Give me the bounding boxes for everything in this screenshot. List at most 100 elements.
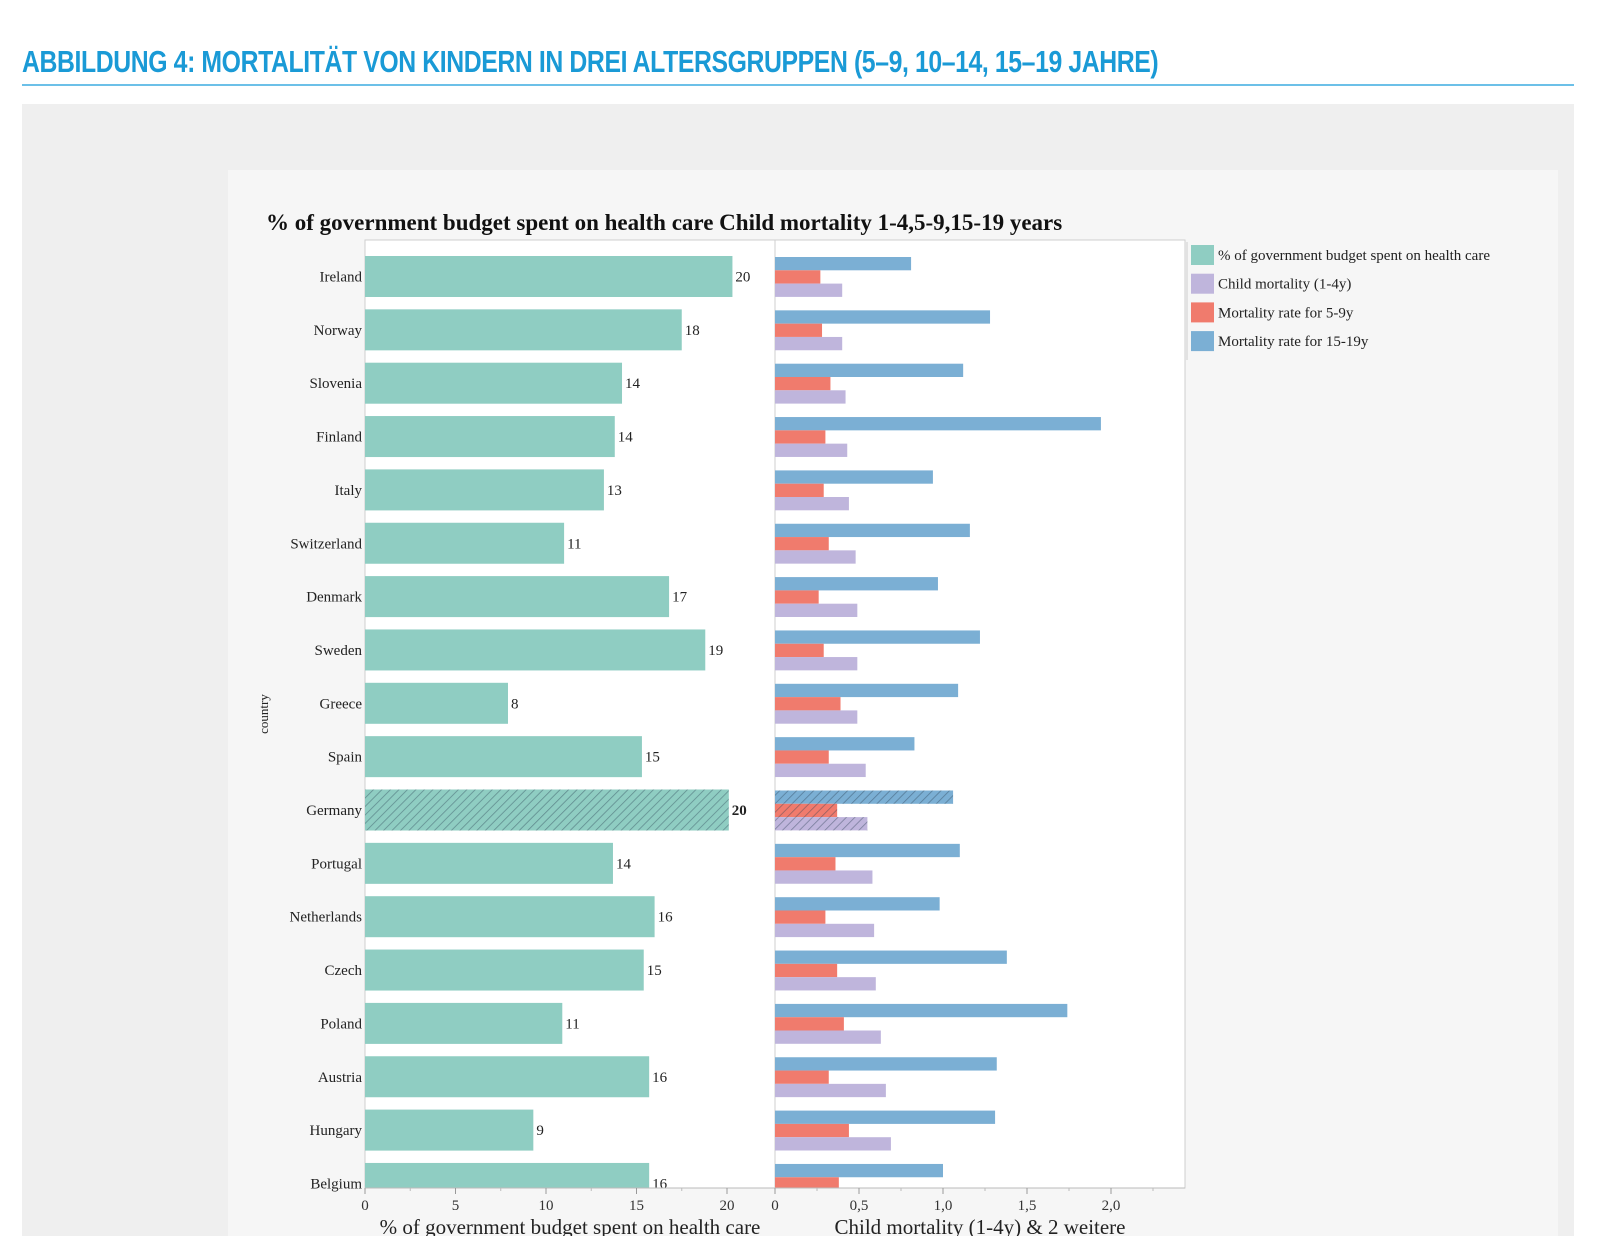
right-bars (775, 257, 1101, 1204)
budget-bar (365, 842, 613, 884)
category-label: Czech (325, 963, 363, 979)
mortality-bar-2 (775, 1137, 891, 1151)
chart-title: % of government budget spent on health c… (266, 210, 1062, 235)
budget-bar (365, 1056, 650, 1098)
mortality-bar-1 (775, 697, 841, 711)
category-label: Norway (314, 323, 363, 339)
x-tick-label: 0,5 (850, 1198, 869, 1214)
legend-label: % of government budget spent on health c… (1218, 248, 1490, 264)
category-label: Belgium (310, 1176, 362, 1192)
mortality-bar-1 (775, 430, 826, 444)
mortality-bar-1 (775, 1177, 839, 1188)
mortality-bar-2 (775, 763, 866, 778)
category-label: Netherlands (290, 910, 363, 926)
budget-data-label: 11 (567, 536, 581, 552)
mortality-bar-0 (775, 523, 970, 538)
mortality-bar-1 (775, 323, 823, 337)
category-label: Finland (316, 430, 362, 446)
mortality-bar-1 (775, 537, 829, 551)
mortality-bar-2 (775, 817, 868, 831)
left-bars: 20 18 14 14 13 11 17 19 8 15 20 14 16 15 11 16 9 16 (365, 256, 750, 1192)
x-tick-label: 0 (771, 1198, 779, 1214)
mortality-bar-0 (775, 683, 959, 698)
category-label: Greece (320, 696, 363, 712)
mortality-bar-1 (775, 857, 836, 871)
category-label: Slovenia (310, 376, 363, 392)
legend-swatch (1191, 273, 1214, 294)
mortality-bar-1 (775, 483, 824, 497)
budget-data-label: 14 (618, 430, 634, 446)
category-labels: Ireland Norway Slovenia Finland Italy Switzer… (290, 270, 363, 1193)
mortality-bar-0 (775, 577, 938, 591)
category-label: Spain (328, 750, 363, 766)
mortality-bar-2 (775, 443, 848, 457)
mortality-bar-0 (775, 1057, 997, 1071)
mortality-bar-0 (775, 310, 991, 324)
mortality-bar-2 (775, 1083, 886, 1098)
mortality-bar-2 (775, 497, 849, 511)
mortality-bar-2 (775, 550, 856, 564)
budget-data-label: 15 (647, 963, 662, 979)
mortality-bar-0 (775, 1163, 943, 1178)
budget-bar (365, 1002, 563, 1044)
mortality-bar-2 (775, 390, 846, 404)
x-tick-label: 2,0 (1102, 1198, 1121, 1214)
mortality-bar-0 (775, 737, 915, 751)
right-x-axis-title: Child mortality (1-4y) & 2 weitere (834, 1215, 1125, 1236)
category-label: Germany (306, 803, 362, 819)
budget-bar (365, 362, 623, 404)
x-tick-label: 0 (361, 1198, 369, 1214)
category-label: Switzerland (290, 536, 362, 552)
budget-bar (365, 736, 642, 778)
legend-label: Mortality rate for 5-9y (1218, 305, 1354, 321)
budget-data-label: 18 (685, 323, 700, 339)
left-x-axis-title: % of government budget spent on health c… (380, 1215, 761, 1236)
category-label: Italy (335, 483, 363, 499)
mortality-bar-2 (775, 923, 875, 938)
budget-data-label: 9 (536, 1123, 544, 1139)
budget-data-label: 16 (652, 1070, 668, 1086)
mortality-bar-1 (775, 643, 824, 658)
category-label: Sweden (315, 643, 363, 659)
mortality-bar-0 (775, 1003, 1068, 1018)
mortality-bar-2 (775, 1191, 893, 1204)
budget-data-label: 15 (645, 750, 660, 766)
mortality-bar-0 (775, 363, 964, 377)
budget-bar (365, 896, 655, 938)
mortality-bar-0 (775, 1110, 996, 1124)
mortality-bar-2 (775, 710, 858, 724)
mortality-bar-0 (775, 257, 912, 271)
budget-bar (365, 949, 644, 991)
legend: % of government budget spent on health c… (1191, 245, 1490, 352)
mortality-bar-0 (775, 843, 960, 858)
mortality-bar-0 (775, 470, 933, 484)
mortality-bar-0 (775, 897, 940, 911)
x-tick-label: 20 (720, 1198, 735, 1214)
budget-data-label: 20 (732, 803, 747, 819)
x-axes: 0 5 10 15 20 0 0,5 1,0 1,5 2,0 (361, 1187, 1185, 1214)
x-tick-label: 5 (452, 1198, 460, 1214)
budget-data-label: 13 (607, 483, 622, 499)
mortality-bar-1 (775, 270, 821, 284)
mortality-bar-1 (775, 803, 838, 818)
mortality-bar-2 (775, 657, 858, 671)
budget-bar (365, 416, 615, 458)
budget-bar (365, 256, 733, 297)
budget-data-label: 14 (616, 856, 632, 872)
mortality-bar-0 (775, 417, 1101, 431)
budget-data-label: 11 (565, 1016, 579, 1032)
category-label: Hungary (310, 1123, 363, 1139)
x-tick-label: 1,0 (934, 1198, 953, 1214)
budget-data-label: 20 (735, 270, 750, 286)
category-label: Ireland (320, 270, 363, 286)
budget-bar (365, 576, 670, 618)
legend-label: Mortality rate for 15-19y (1218, 334, 1369, 350)
mortality-bar-1 (775, 1123, 849, 1138)
legend-swatch (1191, 245, 1214, 265)
budget-data-label: 8 (511, 696, 519, 712)
title-underline (22, 84, 1574, 86)
budget-data-label: 16 (652, 1176, 668, 1192)
mortality-bar-1 (775, 1017, 844, 1031)
legend-swatch (1191, 331, 1214, 352)
